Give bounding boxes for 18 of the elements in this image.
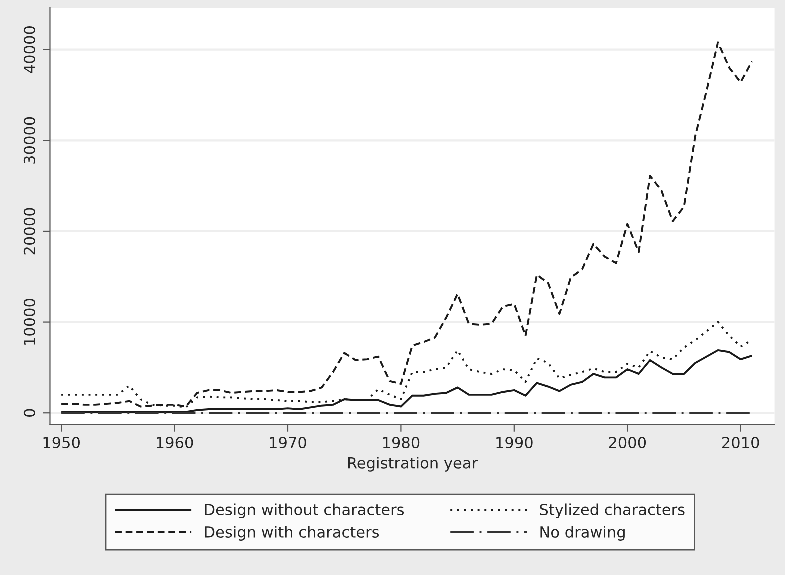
legend-label: Design without characters <box>205 504 404 519</box>
x-tick-label: 1960 <box>157 437 194 449</box>
x-tick-label: 1970 <box>270 437 306 449</box>
y-tick-label: 30000 <box>24 117 36 164</box>
legend-label: Design with characters <box>205 526 380 541</box>
x-tick-label: 1950 <box>44 437 80 449</box>
legend-label: Stylized characters <box>540 504 685 519</box>
y-tick-label: 40000 <box>24 26 36 74</box>
y-tick-label: 10000 <box>24 299 36 345</box>
x-tick-label: 1990 <box>496 437 533 449</box>
x-tick-label: 2000 <box>609 437 646 449</box>
y-tick-label: 0 <box>24 409 36 417</box>
legend-label: No drawing <box>540 526 625 541</box>
x-tick-label: 2010 <box>722 437 760 449</box>
line-series <box>60 42 754 408</box>
x-axis-title: Registration year <box>348 457 478 472</box>
x-tick-label: 1980 <box>383 437 420 449</box>
y-tick-label: 20000 <box>24 208 36 255</box>
